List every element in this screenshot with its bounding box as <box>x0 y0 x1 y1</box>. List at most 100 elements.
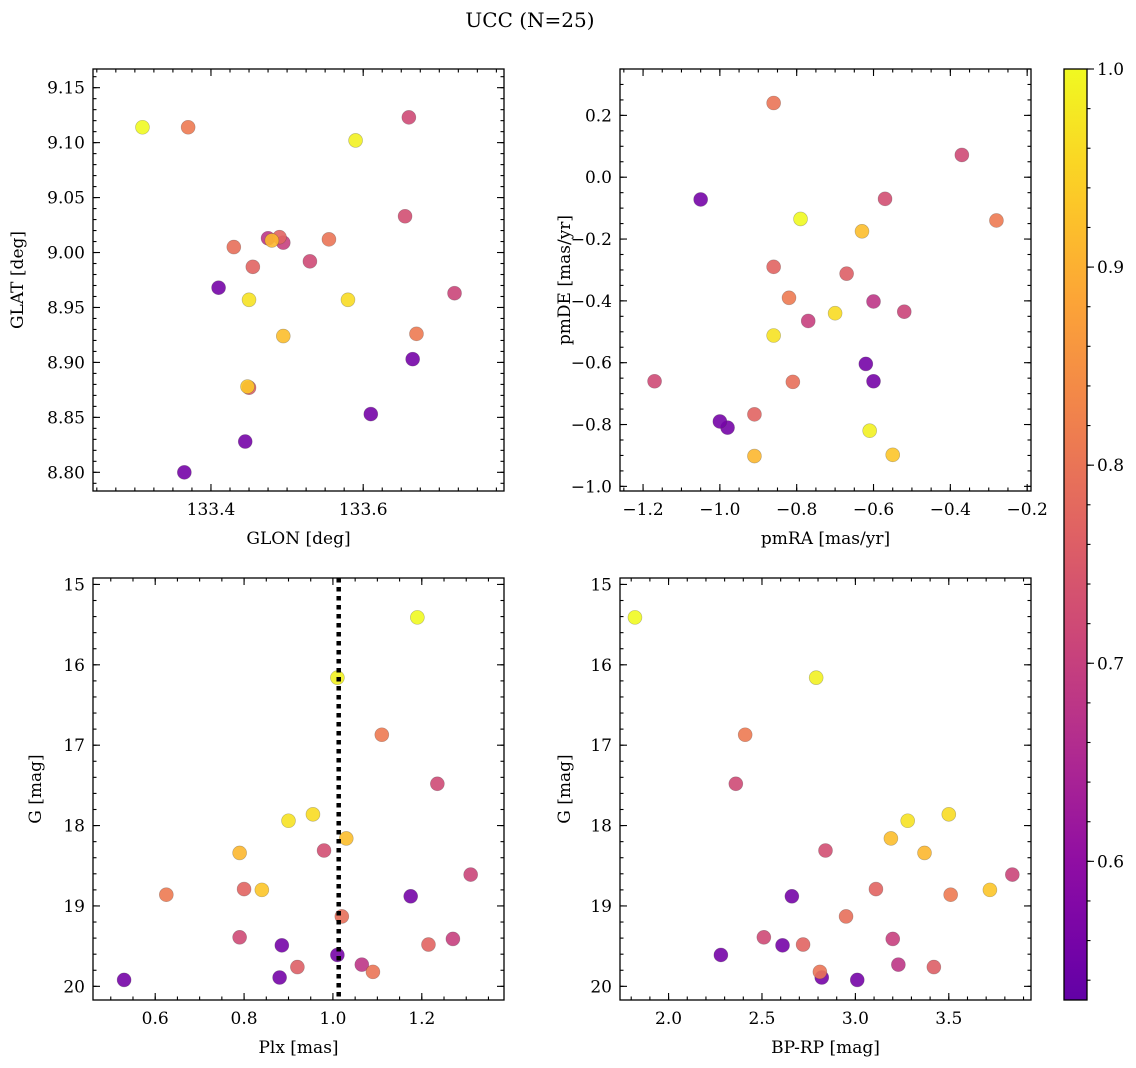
data-point <box>766 95 781 111</box>
data-point <box>747 407 762 422</box>
ticks-plx <box>93 578 504 1000</box>
y-tick-label: 9.05 <box>47 189 85 209</box>
ticks-pm <box>620 68 1031 491</box>
data-point <box>868 881 884 897</box>
x-tick-label: 3.0 <box>842 1009 869 1029</box>
y-tick-label: 17 <box>590 736 612 756</box>
data-point <box>883 831 899 846</box>
ticks-cmd <box>620 578 1031 1000</box>
colorbar-tick-label: 0.8 <box>1097 456 1124 476</box>
data-point <box>808 670 824 685</box>
y-tick-label: 17 <box>63 736 85 756</box>
x-tick-label: 133.4 <box>187 500 236 520</box>
colorbar-gradient <box>1064 69 1087 1000</box>
x-tick-label: −0.2 <box>1007 500 1048 520</box>
data-point <box>245 259 261 275</box>
data-point <box>858 356 874 372</box>
data-point <box>954 147 970 163</box>
data-point <box>989 213 1004 228</box>
data-point <box>862 423 877 439</box>
data-point <box>891 957 906 972</box>
data-point <box>240 379 255 394</box>
y-tick-label: 18 <box>590 817 612 837</box>
data-point <box>800 313 816 329</box>
data-point <box>237 434 253 449</box>
data-point <box>409 326 424 342</box>
points-sky <box>135 110 462 480</box>
data-point <box>180 119 196 135</box>
data-point <box>756 930 772 945</box>
y-axis-label: G [mag] <box>555 754 575 823</box>
data-point <box>982 882 998 898</box>
data-point <box>374 727 390 743</box>
x-tick-label: 1.0 <box>319 1009 346 1029</box>
x-tick-label: 2.0 <box>655 1009 682 1029</box>
x-tick-label: −1.0 <box>699 500 740 520</box>
points-cmd <box>627 610 1020 988</box>
data-point <box>627 610 643 625</box>
data-point <box>116 972 132 988</box>
data-point <box>781 290 797 306</box>
data-point <box>305 807 321 822</box>
data-point <box>775 938 790 953</box>
data-point <box>647 373 662 389</box>
data-point <box>839 266 854 281</box>
data-point <box>275 328 291 344</box>
y-tick-label: 8.95 <box>47 298 85 318</box>
panel-cmd: 2.0 2.5 3.0 3.5 15 16 17 18 19 20 BP-RP [mag] G [ma… <box>555 575 1032 1058</box>
y-tick-label: −0.8 <box>571 416 612 436</box>
figure-title: UCC (N=25) <box>465 8 594 32</box>
data-point <box>900 813 916 829</box>
data-point <box>232 845 247 861</box>
x-tick-label: −0.4 <box>930 500 971 520</box>
data-point <box>866 373 881 389</box>
y-tick-label: 15 <box>590 575 612 595</box>
y-tick-label: 18 <box>63 817 85 837</box>
panel-pm: −1.2 −1.0 −0.8 −0.6 −0.4 −0.2 −1.0 −0.8 −0.6 −0.4… <box>555 68 1048 549</box>
y-tick-label: 19 <box>63 897 85 917</box>
data-point <box>241 292 257 308</box>
y-tick-label: 9.10 <box>47 134 85 154</box>
data-point <box>421 937 436 952</box>
data-point <box>236 881 252 897</box>
panel-plx: 0.6 0.8 1.0 1.2 15 16 17 18 19 20 Plx [mas] G [mag] <box>26 575 505 1058</box>
points-pm <box>647 95 1004 464</box>
data-point <box>917 845 932 861</box>
colorbar-tick-label: 0.7 <box>1097 654 1124 674</box>
y-tick-label: 19 <box>590 897 612 917</box>
data-point <box>177 465 192 480</box>
data-point <box>785 374 801 390</box>
data-point <box>340 292 356 308</box>
y-tick-label: −1.0 <box>571 477 612 497</box>
data-point <box>766 259 781 275</box>
data-point <box>397 208 413 224</box>
data-point <box>401 110 417 125</box>
y-tick-label: 15 <box>63 575 85 595</box>
data-point <box>290 959 305 975</box>
x-axis-label: Plx [mas] <box>258 1038 338 1058</box>
data-point <box>713 947 729 963</box>
data-point <box>316 843 332 858</box>
x-axis-label: pmRA [mas/yr] <box>761 529 890 549</box>
x-tick-label: −0.8 <box>776 500 817 520</box>
y-tick-label: 8.80 <box>47 463 85 483</box>
data-point <box>211 280 226 295</box>
x-tick-label: −1.2 <box>622 500 663 520</box>
y-axis-label: pmDE [mas/yr] <box>555 215 575 345</box>
data-point <box>365 964 381 980</box>
data-point <box>321 232 337 247</box>
panels: 133.4 133.6 8.80 8.85 8.90 8.95 9.00 9.05 9.10 9.… <box>8 68 1048 1058</box>
y-tick-label: 20 <box>590 977 612 997</box>
data-point <box>232 930 247 945</box>
y-axis-label: GLAT [deg] <box>8 231 28 329</box>
data-point <box>827 305 843 321</box>
x-tick-label: −0.6 <box>853 500 894 520</box>
x-tick-label: 3.5 <box>935 1009 962 1029</box>
data-point <box>795 937 811 952</box>
data-point <box>254 882 270 898</box>
data-point <box>793 211 808 227</box>
y-tick-label: 0.0 <box>585 168 612 188</box>
y-tick-label: −0.6 <box>571 354 612 374</box>
colorbar-frame <box>1063 68 1088 1001</box>
data-point <box>866 294 881 309</box>
